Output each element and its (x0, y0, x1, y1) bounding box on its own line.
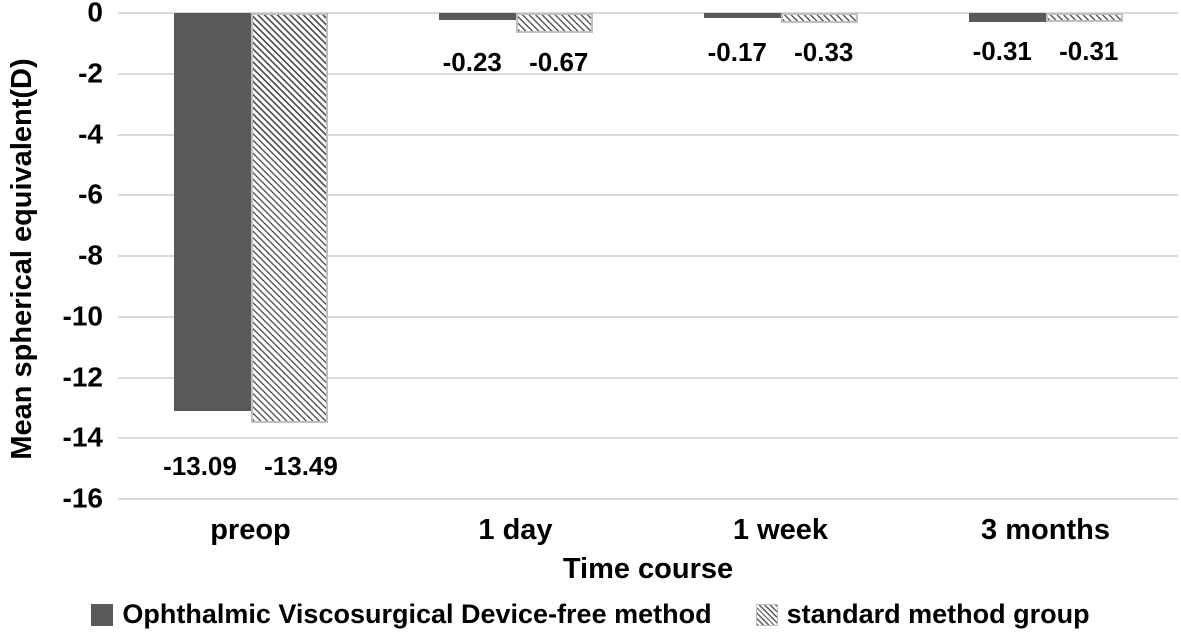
gridline (118, 133, 1178, 136)
data-label: -0.33 (794, 37, 854, 67)
plot-area: -13.09 -13.49 -0.23 -0.67 -0.17 -0.33 -0.31 -0.… (118, 12, 1178, 500)
category-group: -0.31 -0.31 (913, 13, 1178, 499)
x-category-label: 1 week (732, 514, 829, 546)
bar-ovd-free-method (968, 13, 1046, 23)
y-tick-label: -10 (62, 300, 103, 332)
x-category-label: 1 day (478, 514, 553, 546)
bar-ovd-free-method (703, 13, 781, 19)
gridline (118, 376, 1178, 379)
bar-ovd-free-method (438, 13, 516, 20)
data-label: -0.17 (707, 37, 767, 67)
bar-standard-method (1045, 13, 1123, 23)
bar-standard-method (515, 13, 593, 34)
y-tick-label: -12 (62, 360, 103, 392)
bar-standard-method (250, 13, 328, 423)
data-label: -13.09 (163, 450, 237, 481)
legend-item: Ophthalmic Viscosurgical Device-free met… (91, 599, 712, 630)
y-tick-label: -4 (78, 117, 103, 149)
y-tick-label: -8 (78, 239, 103, 271)
hatch-swatch-icon (755, 603, 778, 626)
y-tick-label: -2 (78, 57, 103, 89)
category-group: -0.23 -0.67 (383, 13, 648, 499)
data-label: -0.31 (1059, 36, 1119, 67)
category-group: -0.17 -0.33 (648, 13, 913, 499)
category-group: -13.09 -13.49 (118, 13, 383, 499)
data-label: -0.31 (972, 36, 1032, 67)
legend-label: standard method group (786, 599, 1090, 629)
legend: Ophthalmic Viscosurgical Device-free met… (0, 599, 1181, 630)
gridline (118, 315, 1178, 318)
x-category-label: 3 months (981, 514, 1110, 546)
gridline (118, 72, 1178, 75)
y-tick-label: 0 (87, 0, 103, 28)
y-axis-tick-labels: 0 -2 -4 -6 -8 -10 -12 -14 -16 (0, 0, 103, 641)
bar-ovd-free-method (173, 13, 251, 411)
data-label: -13.49 (264, 450, 338, 481)
x-category-label: preop (210, 514, 291, 546)
legend-item: standard method group (755, 599, 1090, 630)
gridline (118, 255, 1178, 257)
y-tick-label: -14 (62, 421, 103, 453)
x-axis-title: Time course (562, 553, 734, 585)
y-tick-label: -16 (62, 482, 103, 514)
gridline (118, 12, 1178, 14)
legend-label: Ophthalmic Viscosurgical Device-free met… (122, 599, 712, 629)
gridline (118, 437, 1178, 440)
gridline (118, 194, 1178, 197)
solid-swatch-icon (91, 603, 114, 626)
y-tick-label: -6 (78, 178, 103, 210)
bar-standard-method (780, 13, 858, 23)
gridline (118, 498, 1178, 500)
data-label: -0.23 (442, 47, 502, 78)
data-label: -0.67 (529, 47, 589, 78)
